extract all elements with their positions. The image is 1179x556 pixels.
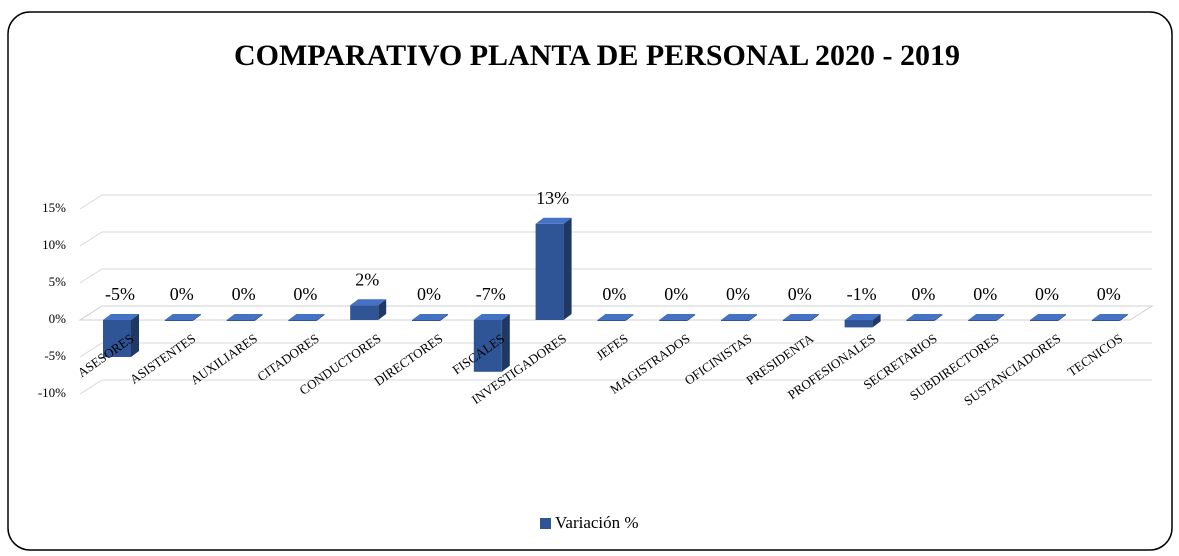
bar-top (659, 314, 696, 320)
data-label: 0% (726, 284, 750, 304)
bar-side (254, 314, 263, 321)
bar (721, 320, 749, 321)
bar-side (563, 217, 572, 320)
chart-border (7, 11, 1173, 551)
data-label: 0% (788, 284, 812, 304)
bar-top (844, 314, 881, 320)
bar-top (473, 314, 510, 320)
data-label: 0% (602, 284, 626, 304)
bar-side (625, 314, 634, 321)
bar (1091, 320, 1120, 321)
bar-side (1058, 314, 1066, 321)
bar-side (872, 314, 881, 328)
data-label: -5% (105, 284, 135, 304)
y-tick-label: 10% (42, 237, 66, 252)
bar-top (782, 314, 819, 320)
bar (473, 320, 502, 372)
bar (226, 320, 255, 321)
bar-top (288, 314, 325, 320)
data-label: 13% (536, 188, 569, 208)
data-label: 2% (355, 269, 379, 289)
bar (412, 320, 440, 321)
bar-side (687, 314, 696, 321)
y-tick-label: 0% (49, 311, 67, 326)
bar-side (934, 314, 943, 321)
bar (288, 320, 317, 321)
bar (906, 320, 935, 321)
data-label: 0% (1035, 284, 1059, 304)
bar (535, 223, 564, 320)
grid-line (79, 268, 1152, 284)
bar-side (192, 314, 201, 321)
bar (968, 320, 997, 321)
bar-side (501, 314, 510, 372)
bar-side (440, 314, 448, 321)
y-tick-label: 15% (42, 200, 66, 215)
legend-label: Variación % (555, 513, 639, 532)
bar-top (906, 314, 943, 320)
data-label: 0% (293, 284, 317, 304)
data-label: 0% (664, 284, 688, 304)
data-label: -7% (476, 284, 506, 304)
bar-side (1119, 314, 1128, 321)
bar-top (535, 217, 572, 224)
grid-line (79, 379, 1152, 395)
bar (782, 320, 811, 321)
bar-top (721, 314, 757, 320)
bar (1030, 320, 1058, 321)
bar (844, 320, 873, 328)
data-label: 0% (911, 284, 935, 304)
data-label: 0% (973, 284, 997, 304)
legend-swatch (540, 518, 551, 529)
bar (164, 320, 193, 321)
bar-side (131, 314, 139, 357)
bar-side (810, 314, 819, 321)
bar-side (749, 314, 757, 321)
bar-side (378, 299, 387, 320)
bar-top (103, 314, 139, 320)
bar-top (1030, 314, 1066, 320)
data-label: 0% (232, 284, 256, 304)
data-label: 0% (1097, 284, 1121, 304)
bar-top (412, 314, 448, 320)
bar-side (316, 314, 325, 321)
chart-title: COMPARATIVO PLANTA DE PERSONAL 2020 - 20… (234, 39, 960, 72)
bar-side (996, 314, 1005, 321)
bar (597, 320, 626, 321)
bar-top (164, 314, 201, 320)
bar (103, 320, 131, 357)
data-label: -1% (847, 284, 877, 304)
floor (78, 305, 1154, 321)
data-label: 0% (417, 284, 441, 304)
bar (350, 305, 379, 320)
y-tick-label: -10% (38, 385, 66, 400)
grid-line (79, 231, 1152, 247)
y-tick-label: 5% (49, 274, 67, 289)
bar-top (226, 314, 263, 320)
bar (659, 320, 688, 321)
grid-line (79, 342, 1152, 358)
bar-top (350, 299, 387, 306)
bar-top (597, 314, 634, 320)
grid-line (79, 194, 1152, 210)
bar-top (1091, 314, 1128, 320)
data-label: 0% (170, 284, 194, 304)
bar-top (968, 314, 1005, 320)
y-tick-label: -5% (44, 348, 66, 363)
